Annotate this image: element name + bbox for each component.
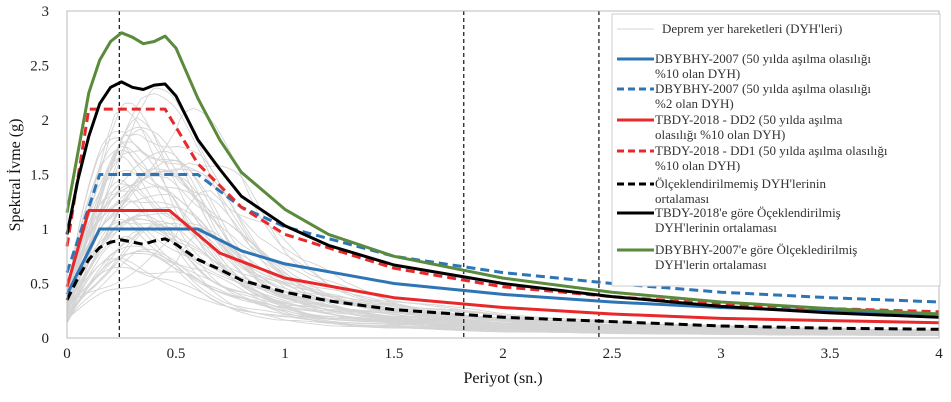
reference-lines xyxy=(118,11,600,338)
x-axis-title: Periyot (sn.) xyxy=(463,370,542,387)
legend-label: DBYBHY-2007 (50 yılda aşılma olasılığı %2… xyxy=(655,81,871,111)
y-tick-label: 3 xyxy=(42,4,50,20)
x-tick-label: 3.5 xyxy=(821,346,840,362)
legend-box xyxy=(611,13,941,287)
series-line-2 xyxy=(65,173,940,304)
x-tick-label: 2 xyxy=(499,346,507,362)
legend-label: DBYBHY-2007 (50 yılda aşılma olasılığı %1… xyxy=(655,51,871,81)
series-layer xyxy=(65,31,940,331)
ground-motion-curve xyxy=(66,156,939,333)
legend-label: TBDY-2018 - DD2 (50 yılda aşılma olasılığ… xyxy=(655,112,843,142)
y-axis-title: Spektral İvme (g) xyxy=(6,119,24,232)
legend-label: Ölçeklendirilmemiş DYH'lerinin ortalaması xyxy=(655,176,826,206)
ground-motion-curve xyxy=(66,252,939,336)
x-tick-label: 4 xyxy=(935,346,943,362)
series-line-6 xyxy=(65,80,940,319)
y-tick-label: 2 xyxy=(42,113,50,129)
y-tick-label: 1.5 xyxy=(30,168,49,184)
x-tick-label: 3 xyxy=(717,346,725,362)
ground-motion-curve xyxy=(66,160,940,333)
legend-label: TBDY-2018'e göre Öçeklendirilmiş DYH'leri… xyxy=(655,205,841,235)
series-line-5 xyxy=(65,237,940,331)
y-tick-label: 0 xyxy=(42,331,50,347)
x-tick-label: 2.5 xyxy=(603,346,622,362)
legend-label: TBDY-2018 - DD1 (50 yılda aşılma olasılı… xyxy=(655,143,888,173)
tick-labels: 0 0.5 1 1.5 2 2.5 3 3.5 4 0 0.5 1 1.5 2 2.5 3 xyxy=(30,4,943,362)
x-tick-label: 0.5 xyxy=(167,346,186,362)
y-tick-label: 2.5 xyxy=(30,59,49,75)
legend: Deprem yer hareketleri (DYH'leri) DBYBHY-… xyxy=(611,13,941,287)
legend-label: Deprem yer hareketleri (DYH'leri) xyxy=(662,21,842,36)
series-line-4 xyxy=(65,107,940,314)
ground-motion-curve xyxy=(66,218,939,335)
x-tick-label: 1 xyxy=(281,346,289,362)
series-line-3 xyxy=(65,209,940,325)
legend-label: DBYBHY-2007'e göre Ölçekledirilmiş DYH'le… xyxy=(655,242,857,272)
y-tick-label: 0.5 xyxy=(30,277,49,293)
y-tick-label: 1 xyxy=(42,222,50,238)
series-line-7 xyxy=(65,31,940,316)
x-tick-label: 1.5 xyxy=(385,346,404,362)
x-tick-label: 0 xyxy=(63,346,71,362)
